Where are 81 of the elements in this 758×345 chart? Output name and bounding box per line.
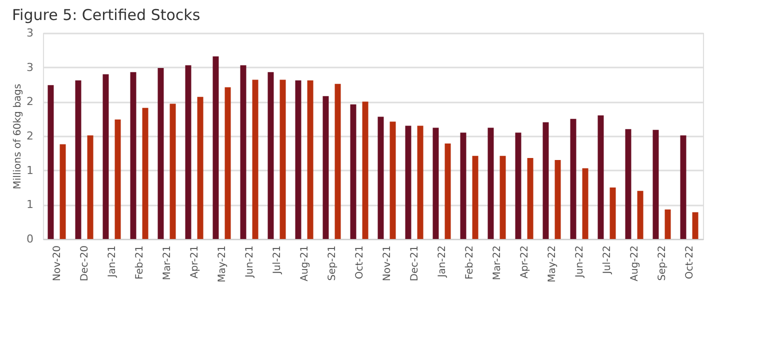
bar [268,72,274,239]
bar [280,80,286,239]
bar [390,122,396,239]
x-tick-label: Jan-22 [436,246,448,278]
y-tick-label: 1 [26,198,34,212]
bar [652,130,659,239]
bar [362,102,368,239]
bar [170,104,176,239]
bar [295,80,302,239]
bar [75,80,82,239]
x-tick-label: Jan-21 [106,246,118,278]
bar [692,212,698,239]
x-tick-label: May-22 [546,246,558,282]
x-tick-label: Jul-22 [602,246,613,275]
x-tick-label: Oct-22 [684,246,696,280]
y-tick-label: 2 [26,95,34,108]
x-tick-label: Jun-21 [244,246,256,278]
bar [570,118,576,239]
bar [334,84,341,239]
x-tick-label: Aug-21 [299,246,310,282]
x-tick-label: Sep-22 [656,246,668,281]
bar [142,108,148,239]
chart-title: Figure 5: Certified Stocks [12,6,200,24]
bar [130,72,136,239]
x-tick-label: Aug-22 [629,246,640,282]
bar [582,168,588,239]
bar [322,96,329,239]
bar [488,128,494,239]
bar [102,74,109,239]
bar [527,158,534,239]
bar [460,132,466,239]
bar [664,209,671,239]
bar [60,144,66,239]
bar [500,156,506,239]
x-tick-label: Apr-21 [189,246,200,278]
bar [185,65,192,239]
x-tick-label: Feb-21 [134,246,146,280]
bar [240,65,246,239]
bar [158,68,164,239]
x-tick-label: Apr-22 [519,246,530,278]
bar [554,160,561,239]
y-tick-label: 3 [26,26,34,40]
x-tick-label: Mar-22 [492,246,503,280]
bar [432,128,439,239]
bar [378,116,384,239]
x-tick-label: Jun-22 [574,246,586,278]
x-tick-label: Feb-22 [464,246,476,280]
bar [542,122,549,239]
bar [598,115,604,239]
bar [224,87,231,239]
bar [637,190,644,239]
bar [87,135,94,239]
bar [610,188,616,239]
bar [252,80,258,239]
bar [48,85,54,239]
x-tick-label: Nov-21 [382,246,393,282]
y-tick-label: 3 [26,60,34,74]
x-tick-label: Dec-20 [79,246,90,282]
bar [625,129,632,239]
x-tick-label: Mar-21 [162,246,173,280]
bar [212,56,219,239]
bar [444,144,451,239]
x-tick-label: Oct-21 [354,246,366,280]
bar [515,132,522,239]
x-tick-label: Sep-21 [326,246,338,281]
x-tick-label: May-21 [216,246,228,282]
y-tick-label: 1 [26,164,34,177]
x-tick-label: Dec-21 [409,246,420,282]
bar [114,120,121,239]
bar [405,126,412,239]
bar [350,104,356,239]
y-tick-label: 0 [26,232,34,246]
bar [197,96,204,239]
bar [472,156,478,239]
y-axis-title: Millions of 60kg bags [12,84,24,190]
y-tick-label: 2 [26,130,34,142]
bar [307,80,314,239]
bar [680,135,686,239]
x-tick-label: Jul-21 [272,246,283,275]
x-tick-label: Nov-20 [52,246,63,282]
bar [417,126,424,239]
